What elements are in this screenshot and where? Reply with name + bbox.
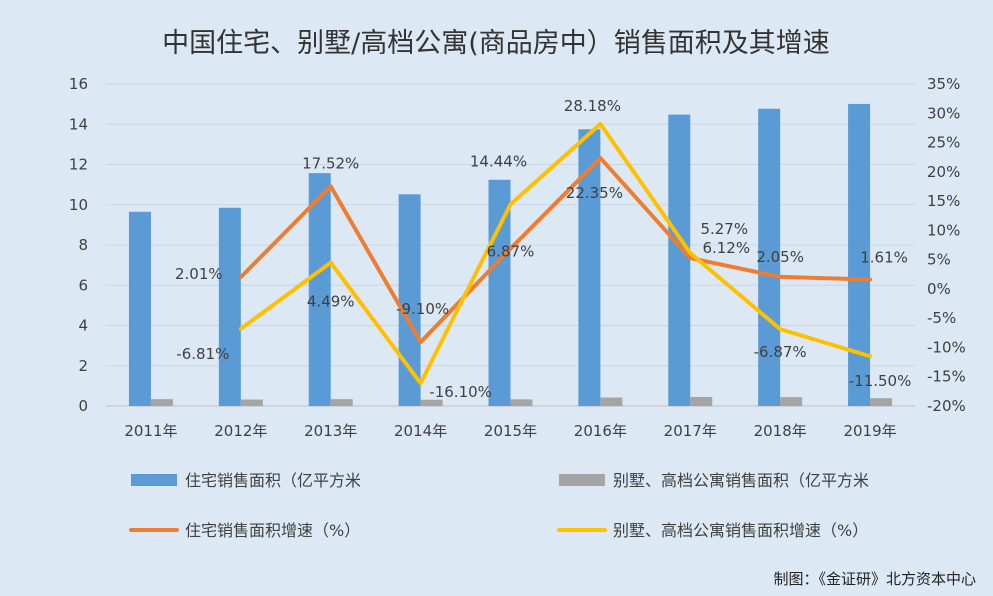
legend-item: 住宅销售面积增速（%） <box>129 521 360 540</box>
villa-area-bar <box>510 399 533 406</box>
residential-area-bar <box>398 194 421 406</box>
villa-area-bar <box>870 398 893 406</box>
villa-growth-label: -6.81% <box>176 345 229 363</box>
residential-area-bar <box>308 173 331 406</box>
villa-area-bar <box>690 396 713 406</box>
left-tick-label: 14 <box>69 115 88 133</box>
villa-area-bar <box>330 399 353 406</box>
villa-area-bar <box>240 399 263 406</box>
bars <box>128 103 893 406</box>
residential-area-bar <box>578 129 601 406</box>
left-tick-label: 10 <box>69 196 88 214</box>
villa-growth-line <box>238 121 873 386</box>
residential-area-bar <box>218 207 241 406</box>
residential-area-bar <box>848 103 871 406</box>
chart-credit: 制图：《金证研》北方资本中心 <box>773 570 976 588</box>
x-axis: 2011年 2012年 2013年 2014年 2015年 2016年 2017年 2018年… <box>124 422 896 440</box>
x-tick-label: 2011年 <box>124 422 177 440</box>
residential-area-bar <box>668 114 691 406</box>
right-tick-label: -15% <box>927 368 966 386</box>
villa-area-bar <box>780 397 803 406</box>
villa-growth-label: 4.49% <box>307 293 355 311</box>
x-tick-label: 2016年 <box>574 422 627 440</box>
right-tick-label: 10% <box>927 221 960 239</box>
x-tick-label: 2018年 <box>754 422 807 440</box>
right-tick-label: 30% <box>927 104 960 122</box>
right-tick-label: 15% <box>927 192 960 210</box>
residential-area-bar <box>128 211 151 406</box>
residential-growth-label: 2.01% <box>175 265 223 283</box>
left-tick-label: 8 <box>78 236 88 254</box>
villa-area-bar <box>600 397 623 406</box>
legend-label: 别墅、高档公寓销售面积（亿平方米 <box>613 471 869 490</box>
residential-growth-label: 6.87% <box>487 243 535 261</box>
legend-label: 别墅、高档公寓销售面积增速（%） <box>613 521 868 540</box>
left-tick-label: 6 <box>78 276 88 294</box>
legend-item: 别墅、高档公寓销售面积（亿平方米 <box>559 471 869 490</box>
chart-title: 中国住宅、别墅/高档公寓(商品房中）销售面积及其增速 <box>162 28 830 59</box>
legend-label: 住宅销售面积（亿平方米 <box>185 471 361 490</box>
legend-label: 住宅销售面积增速（%） <box>185 521 360 540</box>
residential-growth-label: 17.52% <box>302 154 359 172</box>
residential-growth-label: 2.05% <box>756 248 804 266</box>
left-tick-label: 0 <box>78 397 88 415</box>
x-tick-label: 2014年 <box>394 422 447 440</box>
residential-growth-label: 1.61% <box>860 248 908 266</box>
x-tick-label: 2017年 <box>664 422 717 440</box>
x-tick-label: 2019年 <box>843 422 896 440</box>
left-tick-label: 12 <box>69 156 88 174</box>
left-tick-label: 4 <box>78 317 88 335</box>
residential-area-bar <box>758 108 781 406</box>
right-tick-label: 5% <box>927 251 951 269</box>
left-tick-label: 16 <box>69 75 88 93</box>
villa-growth-label: -11.50% <box>849 372 912 390</box>
villa-growth-label: 6.12% <box>702 239 750 257</box>
right-tick-label: 0% <box>927 280 951 298</box>
residential-growth-label: 5.27% <box>700 220 748 238</box>
villa-area-bar <box>150 399 173 406</box>
right-tick-label: -10% <box>927 338 966 356</box>
residential-growth-line <box>238 156 873 345</box>
villa-growth-label: 14.44% <box>470 152 527 170</box>
x-tick-label: 2015年 <box>484 422 537 440</box>
x-tick-label: 2013年 <box>304 422 357 440</box>
residential-growth-label: -9.10% <box>396 300 449 318</box>
right-tick-label: 35% <box>927 75 960 93</box>
right-tick-label: 25% <box>927 134 960 152</box>
villa-growth-label: 28.18% <box>564 97 621 115</box>
legend-swatch <box>559 474 605 486</box>
left-tick-label: 2 <box>78 357 88 375</box>
lines <box>238 121 873 386</box>
legend-swatch <box>131 474 177 486</box>
residential-growth-label: 22.35% <box>566 184 623 202</box>
villa-growth-label: -6.87% <box>754 343 807 361</box>
legend-item: 别墅、高档公寓销售面积增速（%） <box>557 521 868 540</box>
villa-area-bar <box>420 399 443 406</box>
legend-item: 住宅销售面积（亿平方米 <box>131 471 361 490</box>
x-tick-label: 2012年 <box>214 422 267 440</box>
left-axis: 0 2 4 6 8 10 12 14 16 <box>69 75 88 415</box>
villa-growth-label: -16.10% <box>429 383 492 401</box>
data-labels: 2.01% 17.52% -9.10% 6.87% 22.35% 5.27% 2.05% 1.… <box>175 97 911 401</box>
right-axis: -20% -15% -10% -5% 0% 5% 10% 15% 20% 25% 30% 35% <box>927 75 966 415</box>
right-tick-label: -5% <box>927 309 956 327</box>
right-tick-label: 20% <box>927 163 960 181</box>
right-tick-label: -20% <box>927 397 966 415</box>
